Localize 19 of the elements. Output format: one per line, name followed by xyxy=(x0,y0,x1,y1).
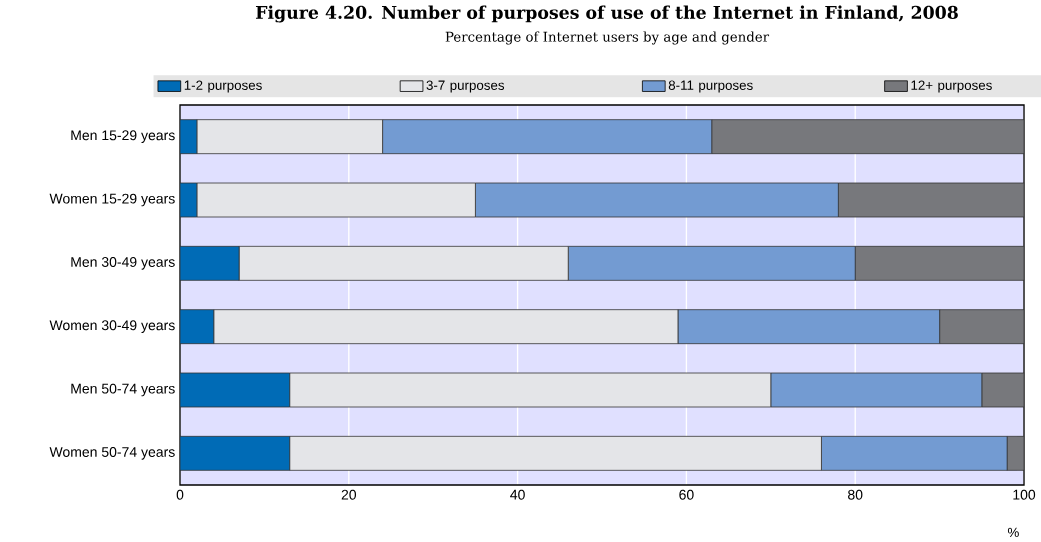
y-tick-label: Men 15-29 years xyxy=(71,130,175,144)
y-tick-label: Men 30-49 years xyxy=(71,257,175,270)
x-tick-label: 20 xyxy=(341,489,357,500)
x-tick-label: 0 xyxy=(176,489,184,500)
y-tick-label: Women 15-29 years xyxy=(49,193,175,207)
legend-label: 12+ purposes xyxy=(911,80,992,93)
legend-label: 3-7 purposes xyxy=(426,80,505,93)
chart-title: Figure 4.20. Number of purposes of use of the Internet in Finland, 2008 xyxy=(255,5,958,23)
x-axis-title: % xyxy=(1007,527,1019,538)
y-tick-label: Women 50-74 years xyxy=(49,447,175,460)
x-tick-label: 60 xyxy=(679,489,694,500)
legend-label: 8-11 purposes xyxy=(668,80,753,93)
x-tick-label: 80 xyxy=(848,489,863,500)
y-tick-label: Women 30-49 years xyxy=(49,320,175,334)
y-tick-label: Men 50-74 years xyxy=(71,383,175,397)
legend-label: 1-2 purposes xyxy=(184,80,262,93)
x-tick-label: 40 xyxy=(510,489,525,500)
chart-subtitle: Percentage of Internet users by age and gender xyxy=(445,31,770,45)
x-tick-label: 100 xyxy=(1013,489,1036,500)
